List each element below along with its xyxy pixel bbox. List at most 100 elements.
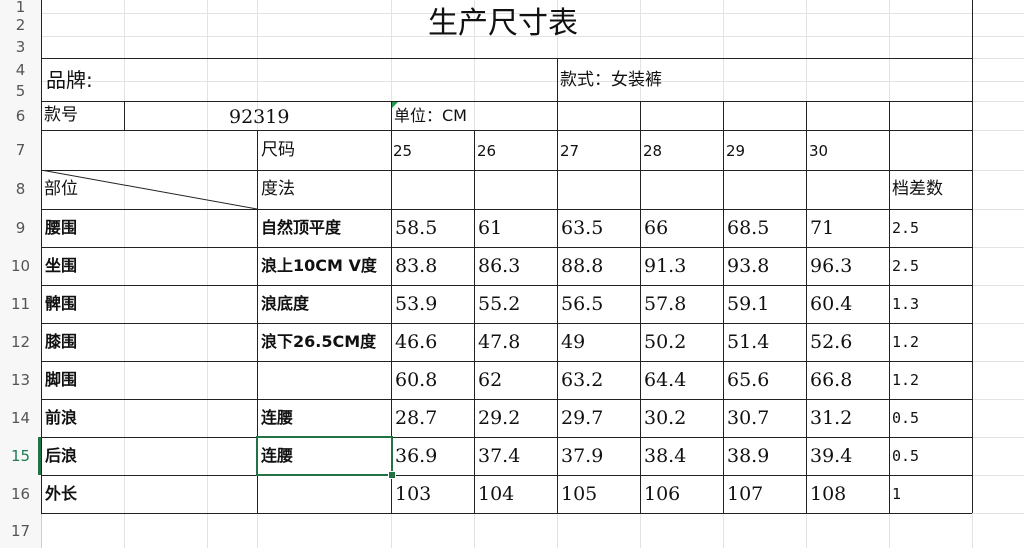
grade-value: 0.5 — [892, 409, 920, 427]
size-value: 47.8 — [478, 331, 521, 353]
size-value: 56.5 — [561, 293, 604, 315]
size-value: 86.3 — [478, 255, 521, 277]
size-value: 91.3 — [644, 255, 687, 277]
size-value: 62 — [478, 369, 503, 391]
size-value: 37.4 — [478, 445, 521, 467]
part-name: 髀围 — [45, 294, 78, 313]
size-value: 63.2 — [561, 369, 604, 391]
size-value: 29.7 — [561, 407, 604, 429]
size-value: 30.7 — [727, 407, 770, 429]
size-value: 30.2 — [644, 407, 687, 429]
unit-label: 单位：CM — [394, 106, 467, 125]
sheet-title: 生产尺寸表 — [428, 6, 578, 41]
size-value: 37.9 — [561, 445, 604, 467]
brand-label: 品牌: — [46, 68, 93, 92]
size-value: 63.5 — [561, 217, 604, 239]
row-number[interactable]: 15 — [10, 447, 31, 465]
row-number[interactable]: 2 — [15, 16, 26, 34]
active-row-indicator — [38, 437, 41, 475]
size-value: 50.2 — [644, 331, 687, 353]
row-number[interactable]: 12 — [10, 333, 31, 351]
size-value: 68.5 — [727, 217, 770, 239]
size-header: 27 — [560, 142, 580, 160]
row-number[interactable]: 3 — [15, 38, 26, 56]
size-value: 108 — [810, 483, 847, 505]
size-header: 29 — [726, 142, 746, 160]
size-value: 88.8 — [561, 255, 604, 277]
grade-value: 2.5 — [892, 257, 920, 275]
measure-method: 连腰 — [261, 446, 294, 465]
row-number[interactable]: 13 — [10, 371, 31, 389]
part-name: 前浪 — [45, 408, 78, 427]
row-number[interactable]: 6 — [15, 107, 26, 125]
part-name: 膝围 — [45, 332, 78, 351]
row-number[interactable]: 16 — [10, 485, 31, 503]
size-value: 60.8 — [395, 369, 438, 391]
style-label: 款式：女装裤 — [560, 70, 662, 90]
size-value: 53.9 — [395, 293, 438, 315]
part-name: 外长 — [45, 484, 78, 503]
size-value: 64.4 — [644, 369, 687, 391]
part-name: 后浪 — [45, 446, 78, 465]
size-header: 26 — [477, 142, 497, 160]
size-value: 96.3 — [810, 255, 853, 277]
grade-value: 1.3 — [892, 295, 920, 313]
size-header: 25 — [393, 142, 413, 160]
size-value: 57.8 — [644, 293, 687, 315]
grade-value: 0.5 — [892, 447, 920, 465]
size-header: 28 — [643, 142, 663, 160]
selected-cell[interactable] — [256, 436, 393, 476]
size-label: 尺码 — [261, 140, 295, 160]
fill-handle[interactable] — [388, 471, 396, 479]
size-value: 38.4 — [644, 445, 687, 467]
size-value: 66.8 — [810, 369, 853, 391]
size-value: 83.8 — [395, 255, 438, 277]
row-header[interactable] — [0, 0, 42, 548]
row-number[interactable]: 17 — [10, 522, 31, 540]
row-number[interactable]: 14 — [10, 409, 31, 427]
row-number[interactable]: 5 — [15, 82, 26, 100]
grade-value: 2.5 — [892, 219, 920, 237]
size-value: 46.6 — [395, 331, 438, 353]
grade-label: 档差数 — [892, 179, 943, 199]
size-value: 29.2 — [478, 407, 521, 429]
measure-method: 自然顶平度 — [261, 218, 342, 237]
row-number[interactable]: 1 — [15, 0, 26, 16]
grade-value: 1.2 — [892, 333, 920, 351]
model-number: 92319 — [229, 106, 290, 128]
size-value: 51.4 — [727, 331, 770, 353]
size-value: 52.6 — [810, 331, 853, 353]
size-value: 106 — [644, 483, 681, 505]
part-name: 腰围 — [45, 218, 78, 237]
measure-label: 度法 — [261, 179, 295, 199]
measure-method: 浪底度 — [261, 294, 310, 313]
row-number[interactable]: 9 — [15, 219, 26, 237]
size-value: 49 — [561, 331, 586, 353]
grade-value: 1 — [892, 485, 902, 503]
model-label: 款号 — [44, 105, 78, 125]
size-value: 65.6 — [727, 369, 770, 391]
row-number[interactable]: 7 — [15, 141, 26, 159]
measure-method: 浪下26.5CM度 — [261, 332, 377, 351]
size-value: 71 — [810, 217, 835, 239]
part-label: 部位 — [44, 179, 78, 199]
row-number[interactable]: 8 — [15, 180, 26, 198]
size-value: 103 — [395, 483, 432, 505]
size-value: 39.4 — [810, 445, 853, 467]
size-value: 61 — [478, 217, 503, 239]
size-header: 30 — [809, 142, 829, 160]
size-value: 55.2 — [478, 293, 521, 315]
row-number[interactable]: 11 — [10, 295, 31, 313]
grade-value: 1.2 — [892, 371, 920, 389]
size-value: 104 — [478, 483, 515, 505]
size-value: 107 — [727, 483, 764, 505]
size-value: 60.4 — [810, 293, 853, 315]
part-name: 坐围 — [45, 256, 78, 275]
size-value: 59.1 — [727, 293, 770, 315]
row-number[interactable]: 4 — [15, 61, 26, 79]
size-value: 58.5 — [395, 217, 438, 239]
row-number[interactable]: 10 — [10, 257, 31, 275]
size-value: 38.9 — [727, 445, 770, 467]
comment-indicator-icon — [392, 102, 398, 108]
